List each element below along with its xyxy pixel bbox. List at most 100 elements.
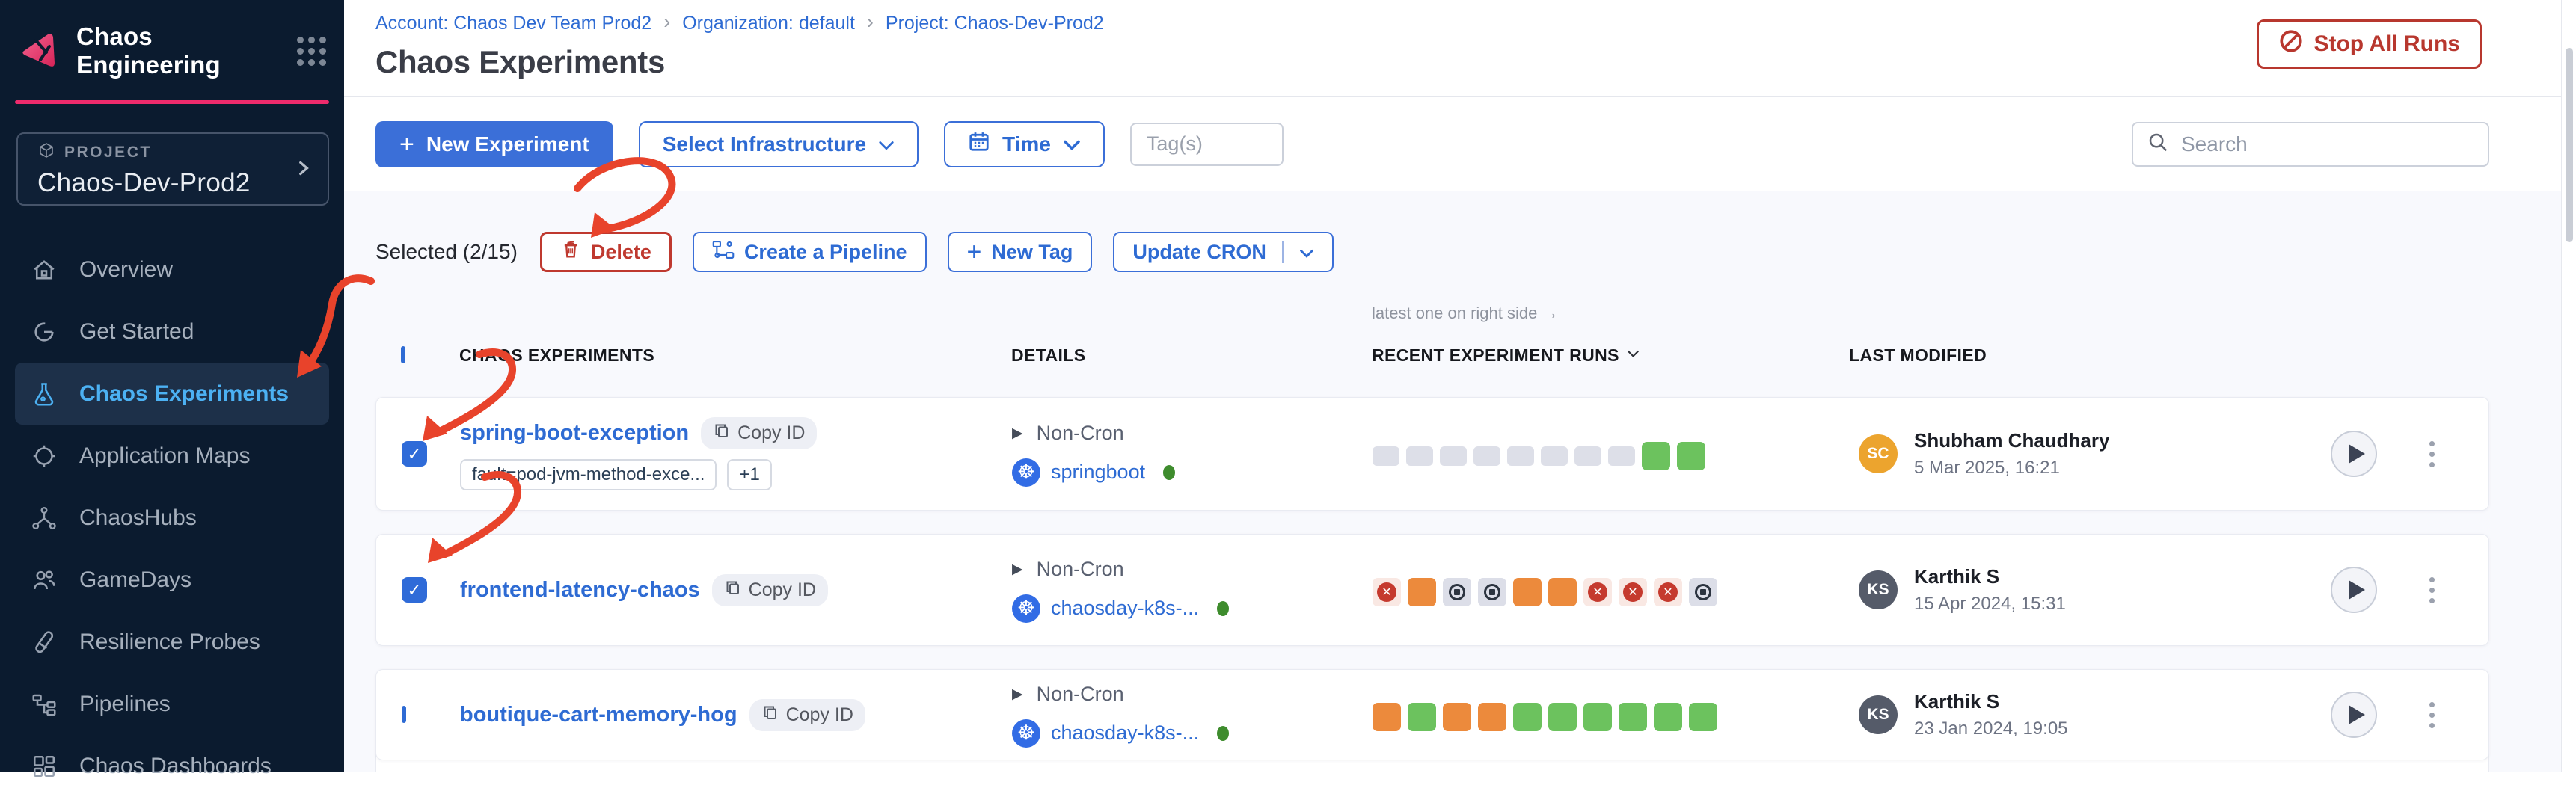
run-status-stopped[interactable] xyxy=(1478,578,1506,606)
chevron-down-icon xyxy=(878,132,895,156)
run-status-warning[interactable] xyxy=(1373,703,1401,731)
run-status-none[interactable] xyxy=(1406,446,1433,466)
search-input[interactable] xyxy=(2181,132,2474,156)
cron-expander[interactable]: ▶ Non-Cron xyxy=(1012,558,1356,581)
select-infrastructure-dropdown[interactable]: Select Infrastructure xyxy=(638,120,919,167)
scrollbar-thumb[interactable] xyxy=(2566,48,2573,242)
sort-chevron-icon[interactable] xyxy=(1627,348,1640,362)
run-experiment-button[interactable] xyxy=(2331,567,2377,613)
run-experiment-button[interactable] xyxy=(2331,431,2377,477)
pipeline-icon xyxy=(30,690,58,718)
run-status-failed[interactable]: ✕ xyxy=(1654,578,1682,606)
run-status-completed[interactable] xyxy=(1689,703,1717,731)
run-status-completed[interactable] xyxy=(1548,703,1577,731)
tags-filter-input[interactable] xyxy=(1129,122,1284,166)
row-menu-button[interactable] xyxy=(2425,573,2439,608)
run-status-failed[interactable]: ✕ xyxy=(1373,578,1401,606)
sidebar-item-resilience-probes[interactable]: Resilience Probes xyxy=(15,611,329,673)
run-status-warning[interactable] xyxy=(1478,703,1506,731)
sidebar-item-chaos-dashboards[interactable]: Chaos Dashboards xyxy=(15,735,329,797)
run-status-none[interactable] xyxy=(1373,446,1399,466)
kubernetes-icon: ☸ xyxy=(1012,718,1040,748)
cron-expander[interactable]: ▶ Non-Cron xyxy=(1012,422,1356,445)
update-cron-dropdown[interactable]: Update CRON xyxy=(1113,232,1334,272)
breadcrumb-link[interactable]: Account: Chaos Dev Team Prod2 xyxy=(375,13,652,34)
run-status-failed[interactable]: ✕ xyxy=(1583,578,1612,606)
row-checkbox[interactable]: ✓ xyxy=(402,577,427,603)
pipeline-icon xyxy=(712,240,735,265)
sidebar-item-label: Pipelines xyxy=(79,691,171,716)
row-menu-button[interactable] xyxy=(2425,698,2439,733)
sidebar-item-pipelines[interactable]: Pipelines xyxy=(15,673,329,735)
experiment-name-link[interactable]: frontend-latency-chaos xyxy=(460,577,700,602)
copy-id-button[interactable]: Copy ID xyxy=(711,573,828,606)
run-status-warning[interactable] xyxy=(1513,578,1542,606)
sidebar-item-gamedays[interactable]: GameDays xyxy=(15,549,329,611)
sidebar-item-chaos-experiments[interactable]: Chaos Experiments xyxy=(15,363,329,425)
trash-icon xyxy=(560,239,581,265)
cron-expander[interactable]: ▶ Non-Cron xyxy=(1012,683,1356,706)
breadcrumb-link[interactable]: Organization: default xyxy=(682,13,855,34)
table-row: boutique-cart-memory-hog Copy ID ▶ Non-Cron… xyxy=(375,669,2489,760)
run-status-none[interactable] xyxy=(1608,446,1635,466)
sidebar-item-overview[interactable]: Overview xyxy=(15,239,329,301)
breadcrumb-link[interactable]: Project: Chaos-Dev-Prod2 xyxy=(885,13,1104,34)
table-header: latest one on right side → CHAOS EXPERIM… xyxy=(375,304,2489,377)
run-status-none[interactable] xyxy=(1541,446,1568,466)
ban-icon xyxy=(2278,28,2304,60)
run-status-completed[interactable] xyxy=(1677,442,1705,470)
experiment-name-link[interactable]: boutique-cart-memory-hog xyxy=(460,702,737,727)
sidebar-header: Chaos Engineering xyxy=(0,0,344,79)
content-area: Selected (2/15) Delete xyxy=(344,191,2576,772)
infrastructure-link[interactable]: chaosday-k8s-... xyxy=(1051,597,1200,619)
run-status-stopped[interactable] xyxy=(1443,578,1471,606)
avatar: SC xyxy=(1859,434,1898,473)
column-header-runs[interactable]: RECENT EXPERIMENT RUNS xyxy=(1372,345,1619,365)
row-checkbox[interactable] xyxy=(402,706,406,723)
run-status-warning[interactable] xyxy=(1548,578,1577,606)
row-checkbox[interactable]: ✓ xyxy=(402,441,427,467)
delete-button[interactable]: Delete xyxy=(539,232,672,272)
infrastructure-link[interactable]: chaosday-k8s-... xyxy=(1051,721,1200,744)
page-title: Chaos Experiments xyxy=(375,44,666,79)
time-filter-dropdown[interactable]: Time xyxy=(944,120,1105,167)
breadcrumb: Account: Chaos Dev Team Prod2 › Organizati… xyxy=(375,12,2482,35)
run-status-completed[interactable] xyxy=(1513,703,1542,731)
sidebar-item-get-started[interactable]: Get Started xyxy=(15,301,329,363)
create-pipeline-button[interactable]: Create a Pipeline xyxy=(692,232,927,272)
run-status-completed[interactable] xyxy=(1408,703,1436,731)
infra-active-dot xyxy=(1163,464,1176,480)
dashboard-icon xyxy=(30,752,58,781)
stop-all-runs-button[interactable]: Stop All Runs xyxy=(2257,19,2482,69)
run-status-none[interactable] xyxy=(1507,446,1534,466)
run-status-completed[interactable] xyxy=(1583,703,1612,731)
scrollbar-track[interactable] xyxy=(2561,0,2576,772)
new-tag-button[interactable]: + New Tag xyxy=(947,232,1093,272)
copy-id-button[interactable]: Copy ID xyxy=(749,698,865,731)
row-menu-button[interactable] xyxy=(2425,437,2439,472)
modified-by-name: Karthik S xyxy=(1914,565,2000,588)
run-status-completed[interactable] xyxy=(1619,703,1647,731)
run-status-none[interactable] xyxy=(1473,446,1500,466)
run-status-warning[interactable] xyxy=(1443,703,1471,731)
button-divider xyxy=(1281,241,1284,263)
experiment-tag: +1 xyxy=(727,459,772,490)
experiment-name-link[interactable]: spring-boot-exception xyxy=(460,421,690,445)
run-status-completed[interactable] xyxy=(1654,703,1682,731)
sidebar-item-application-maps[interactable]: Application Maps xyxy=(15,425,329,487)
product-title: Chaos Engineering xyxy=(76,22,221,79)
project-selector[interactable]: PROJECT Chaos-Dev-Prod2 xyxy=(16,132,329,206)
new-experiment-button[interactable]: + New Experiment xyxy=(375,120,613,167)
run-experiment-button[interactable] xyxy=(2331,692,2377,738)
run-status-warning[interactable] xyxy=(1408,578,1436,606)
select-all-checkbox[interactable] xyxy=(401,346,405,363)
infrastructure-link[interactable]: springboot xyxy=(1051,461,1146,483)
copy-id-button[interactable]: Copy ID xyxy=(701,417,818,449)
run-status-none[interactable] xyxy=(1574,446,1601,466)
run-status-none[interactable] xyxy=(1440,446,1467,466)
sidebar-item-chaoshubs[interactable]: ChaosHubs xyxy=(15,487,329,549)
run-status-failed[interactable]: ✕ xyxy=(1619,578,1647,606)
run-status-completed[interactable] xyxy=(1642,442,1670,470)
run-status-stopped[interactable] xyxy=(1689,578,1717,606)
app-switcher-icon[interactable] xyxy=(297,36,326,66)
